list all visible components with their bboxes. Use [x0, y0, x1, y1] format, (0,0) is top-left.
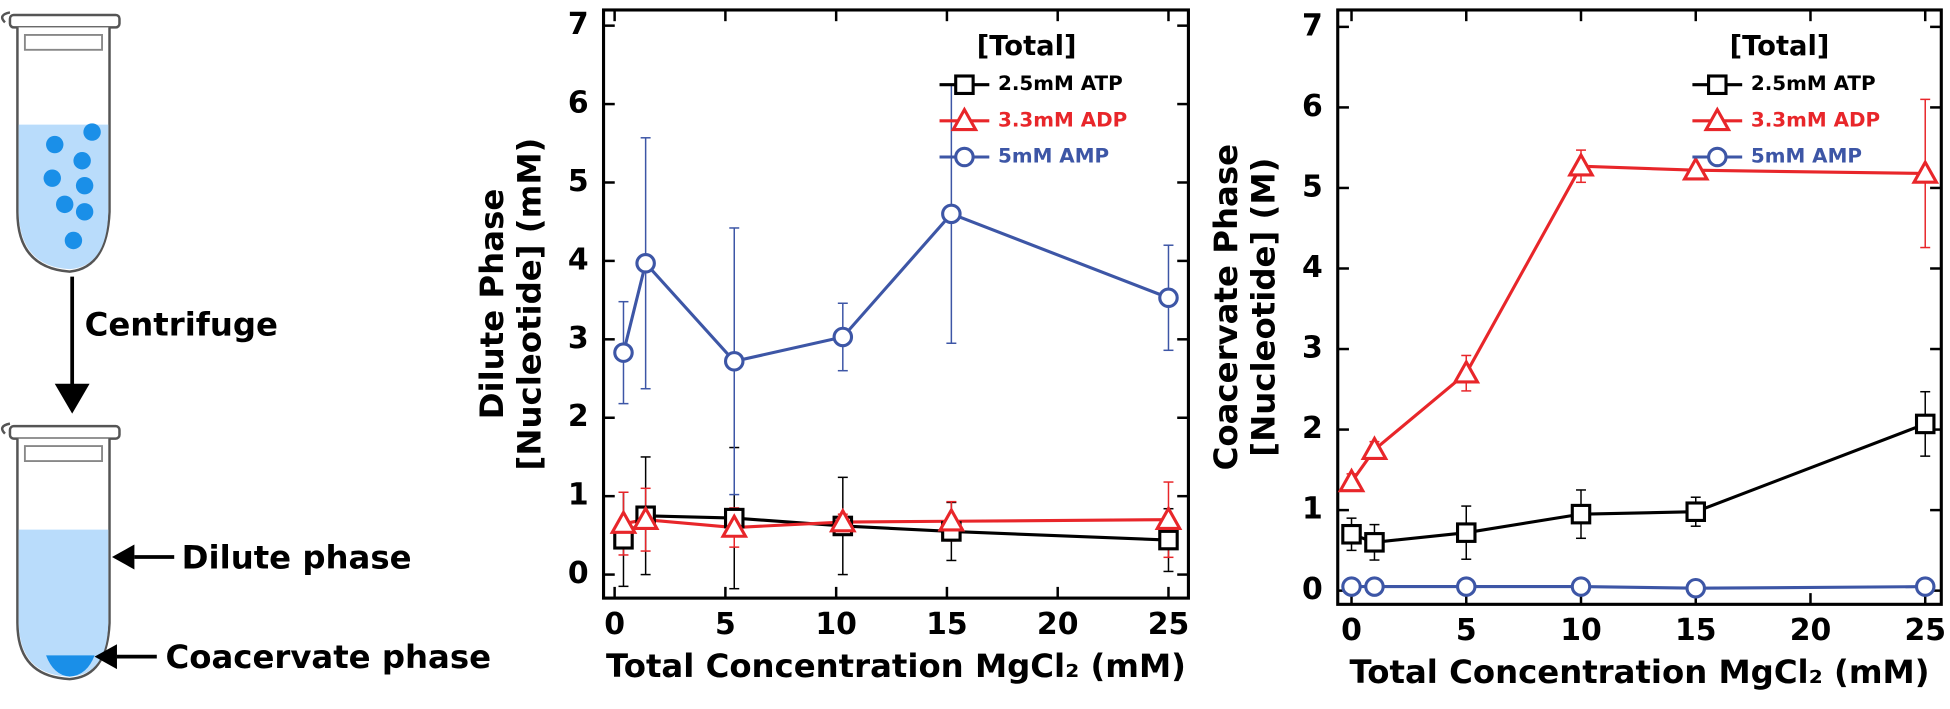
tube-after — [0, 422, 121, 681]
data-point — [1681, 155, 1710, 181]
x-tick-label: 25 — [1148, 607, 1190, 642]
x-tick-label: 10 — [1560, 613, 1602, 648]
legend-marker — [954, 146, 975, 168]
x-tick-label: 10 — [815, 607, 857, 642]
legend-marker — [1703, 106, 1732, 132]
arrowhead — [111, 544, 135, 570]
data-point — [1455, 576, 1477, 597]
data-point — [1154, 505, 1183, 530]
data-point — [1570, 576, 1592, 597]
data-point — [631, 505, 660, 530]
data-point — [1364, 532, 1385, 553]
x-tick-label: 15 — [926, 607, 968, 642]
tube-before — [0, 11, 121, 273]
y-tick-label: 1 — [1302, 492, 1323, 527]
y-tick-label: 7 — [568, 7, 589, 42]
x-tick-label: 5 — [1456, 613, 1477, 648]
data-point — [1685, 577, 1707, 599]
x-tick-label: 25 — [1904, 613, 1946, 648]
y-tick-label: 0 — [568, 556, 589, 591]
y-tick-label: 3 — [568, 321, 589, 356]
y-axis-label: Dilute Phase — [473, 189, 511, 420]
data-point — [1158, 287, 1179, 309]
diagram-label: Centrifuge — [85, 305, 278, 343]
data-point — [1341, 523, 1362, 545]
x-tick-label: 5 — [715, 607, 736, 642]
x-tick-label: 0 — [604, 607, 625, 642]
legend-marker — [1707, 74, 1728, 96]
data-point — [723, 351, 745, 372]
data-point — [1914, 576, 1936, 597]
y-tick-label: 5 — [1302, 169, 1323, 204]
data-point — [832, 326, 854, 348]
plot-frame — [1336, 8, 1943, 606]
data-point — [1158, 529, 1179, 551]
plot-frame — [601, 8, 1190, 600]
y-tick-label: 4 — [568, 242, 589, 277]
arrowhead — [94, 644, 117, 670]
legend-marker — [950, 106, 979, 132]
y-tick-label: 0 — [1302, 572, 1323, 607]
legend-title: [Total] — [977, 31, 1077, 62]
x-tick-label: 20 — [1037, 607, 1079, 642]
data-point — [1360, 435, 1389, 460]
data-point — [1364, 576, 1385, 597]
legend-label: 5mM AMP — [1751, 144, 1862, 167]
data-point — [1914, 413, 1936, 435]
x-axis-label: Total Concentration MgCl₂ (mM) — [1350, 653, 1930, 691]
data-point — [941, 203, 962, 225]
data-point — [1341, 576, 1362, 597]
y-tick-label: 6 — [568, 86, 589, 121]
data-point — [720, 513, 749, 538]
legend-label: 3.3mM ADP — [998, 108, 1127, 131]
data-point — [635, 252, 656, 274]
data-point — [1685, 501, 1707, 522]
y-tick-label: 2 — [568, 399, 589, 434]
x-tick-label: 20 — [1790, 613, 1832, 648]
legend-label: 2.5mM ATP — [998, 72, 1123, 95]
legend-marker — [954, 74, 975, 96]
diagram-label: Coacervate phase — [166, 638, 492, 676]
legend-label: 3.3mM ADP — [1751, 108, 1880, 131]
legend-label: 2.5mM ATP — [1751, 72, 1876, 95]
x-tick-label: 15 — [1675, 613, 1717, 648]
data-point — [609, 509, 638, 534]
series-line — [1351, 585, 1926, 590]
series-line — [1350, 422, 1926, 544]
y-tick-label: 6 — [1302, 89, 1323, 124]
legend-label: 5mM AMP — [998, 144, 1109, 167]
x-axis-label: Total Concentration MgCl₂ (mM) — [606, 647, 1186, 685]
series-line — [621, 212, 1170, 363]
y-tick-label: 7 — [1302, 8, 1323, 43]
data-point — [1911, 159, 1940, 184]
data-point — [1455, 522, 1477, 543]
data-point — [1452, 358, 1481, 384]
y-axis-label: [Nucleotide] (M) — [1245, 158, 1283, 457]
y-axis-label: [Nucleotide] (mM) — [510, 138, 548, 471]
data-point — [937, 506, 966, 532]
legend-title: [Total] — [1730, 31, 1830, 62]
data-point — [613, 342, 634, 363]
y-tick-label: 2 — [1302, 411, 1323, 446]
legend-marker — [1707, 146, 1728, 168]
y-tick-label: 3 — [1302, 331, 1323, 366]
data-point — [1570, 503, 1592, 525]
diagram-label: Dilute phase — [182, 538, 412, 576]
x-tick-label: 0 — [1341, 613, 1362, 648]
series-line — [623, 518, 1169, 530]
data-point — [828, 507, 857, 533]
y-axis-label: Coacervate Phase — [1207, 144, 1245, 471]
y-tick-label: 5 — [568, 164, 589, 199]
series-line — [1350, 164, 1926, 483]
arrowhead — [54, 383, 90, 414]
y-tick-label: 1 — [568, 478, 589, 513]
data-point — [1567, 151, 1595, 177]
y-tick-label: 4 — [1302, 250, 1323, 285]
data-point — [1337, 467, 1366, 493]
